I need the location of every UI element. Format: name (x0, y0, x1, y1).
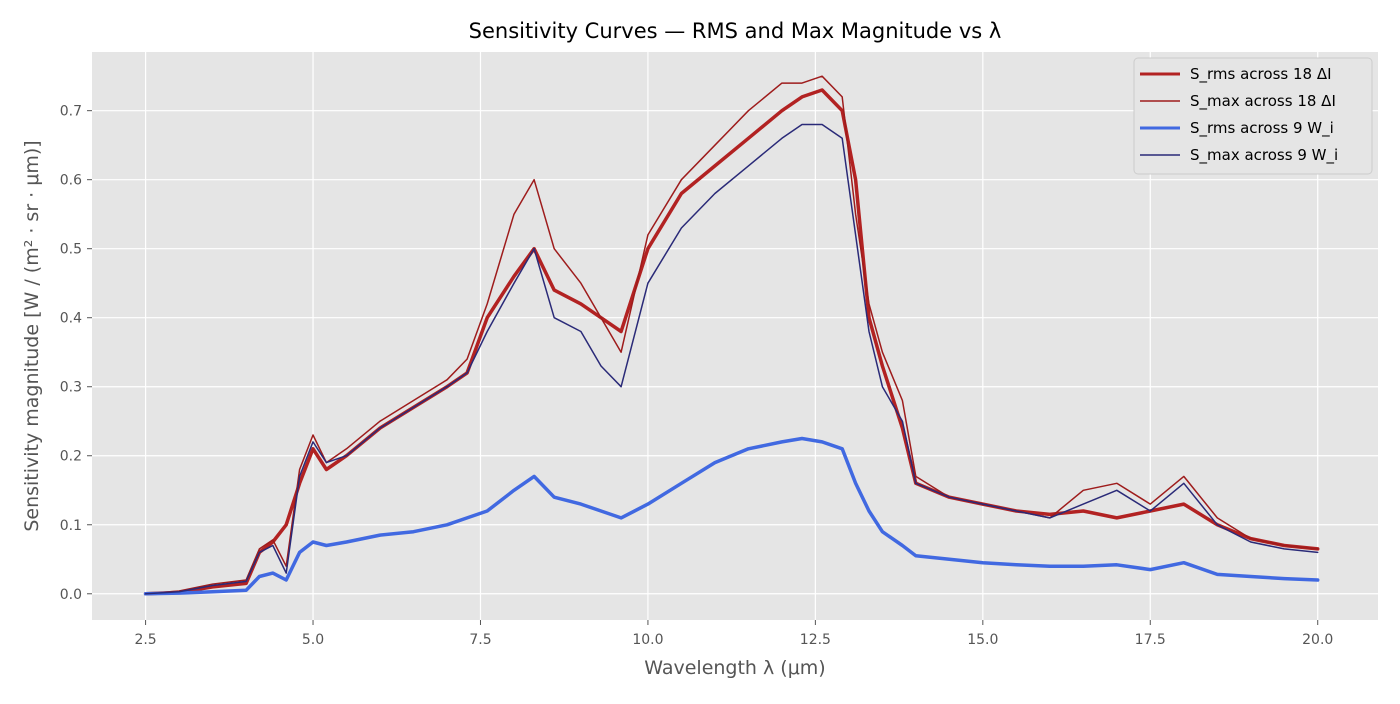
data-series (143, 75, 1320, 596)
y-tick-label: 0.4 (60, 311, 82, 327)
chart-title: Sensitivity Curves — RMS and Max Magnitu… (469, 19, 1002, 43)
y-tick-label: 0.0 (60, 587, 82, 603)
legend-entry: S_max across 9 W_i (1190, 146, 1338, 165)
x-tick-label: 7.5 (469, 632, 491, 648)
x-tick-label: 17.5 (1135, 632, 1166, 648)
legend: S_rms across 18 ΔI S_max across 18 ΔI S_rm… (1133, 57, 1373, 175)
x-tick-label: 10.0 (632, 632, 663, 648)
y-axis-ticks: 0.0 0.1 0.2 0.3 0.4 0.5 0.6 0.7 (60, 104, 92, 603)
y-tick-label: 0.6 (60, 173, 82, 189)
x-tick-label: 12.5 (800, 632, 831, 648)
x-tick-label: 15.0 (967, 632, 998, 648)
legend-entry: S_max across 18 ΔI (1190, 92, 1336, 111)
x-axis-ticks: 2.5 5.0 7.5 10.0 12.5 15.0 17.5 20.0 (134, 620, 1333, 648)
series-line-2 (144, 75, 1319, 595)
y-tick-label: 0.5 (60, 242, 82, 258)
y-axis-label: Sensitivity magnitude [W / (m² · sr · μm… (21, 140, 43, 531)
y-tick-label: 0.1 (60, 518, 82, 534)
series-line-4 (144, 123, 1319, 595)
legend-box (1133, 57, 1373, 175)
y-tick-label: 0.2 (60, 449, 82, 465)
x-tick-label: 5.0 (302, 632, 324, 648)
y-tick-label: 0.3 (60, 380, 82, 396)
x-tick-label: 20.0 (1302, 632, 1333, 648)
x-axis-label: Wavelength λ (μm) (644, 657, 825, 679)
x-tick-label: 2.5 (134, 632, 156, 648)
legend-entry: S_rms across 9 W_i (1190, 119, 1334, 138)
legend-entry: S_rms across 18 ΔI (1190, 65, 1332, 84)
series-line-3 (143, 436, 1320, 596)
y-tick-label: 0.7 (60, 104, 82, 120)
